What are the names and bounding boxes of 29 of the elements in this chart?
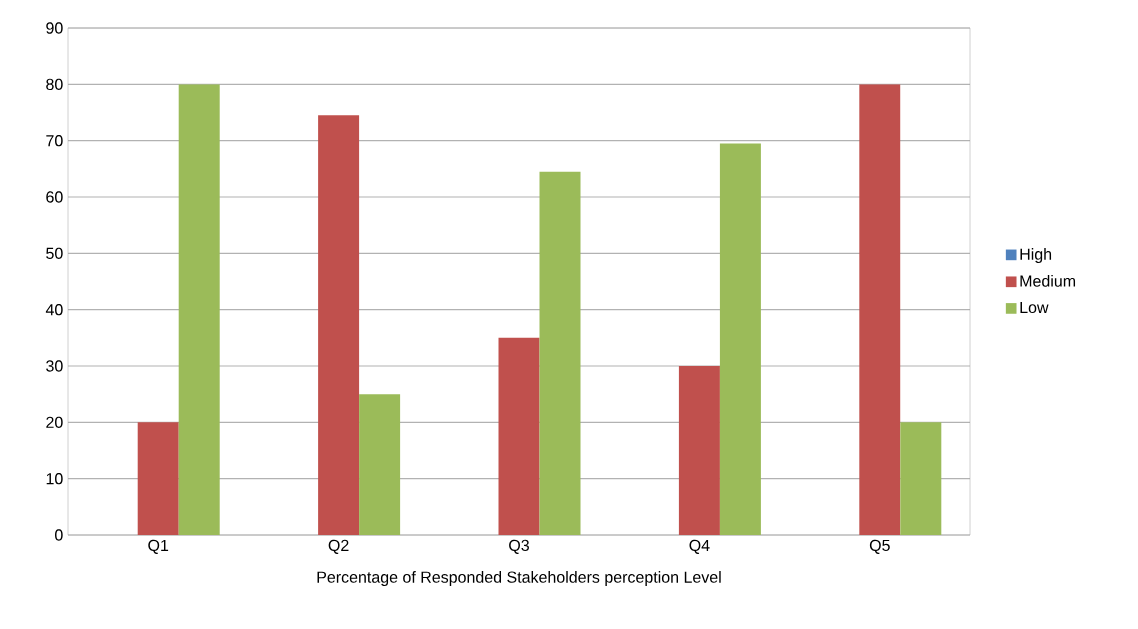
y-tick-label: 40 xyxy=(45,304,63,316)
x-tick-label: Q1 xyxy=(148,539,169,554)
y-tick-label: 60 xyxy=(46,191,63,203)
x-tick-label: Q4 xyxy=(689,539,710,554)
legend-label: Low xyxy=(1020,301,1049,314)
bar xyxy=(900,422,942,535)
y-tick-label: 80 xyxy=(46,78,63,90)
y-tick-label: 90 xyxy=(46,22,63,34)
bar xyxy=(359,394,401,535)
y-tick-label: 50 xyxy=(46,247,63,259)
bar xyxy=(859,84,901,535)
bar xyxy=(719,143,761,535)
bar xyxy=(498,337,540,535)
legend-label: High xyxy=(1020,248,1052,263)
bar xyxy=(539,171,581,535)
x-tick-label: Q2 xyxy=(328,539,349,554)
legend-label: Medium xyxy=(1020,275,1076,287)
bar xyxy=(318,115,360,535)
x-axis-title: Percentage of Responded Stakeholders perception Level xyxy=(317,571,721,586)
x-tick-label: Q5 xyxy=(869,539,890,554)
y-tick-label: 30 xyxy=(46,360,63,372)
bar xyxy=(137,422,179,535)
x-tick-label: Q3 xyxy=(509,539,529,554)
y-tick-label: 10 xyxy=(46,473,63,485)
bar xyxy=(178,84,220,535)
y-tick-label: 70 xyxy=(46,135,63,147)
y-tick-label: 0 xyxy=(55,529,63,541)
y-tick-label: 20 xyxy=(46,416,63,428)
bar xyxy=(678,366,720,535)
